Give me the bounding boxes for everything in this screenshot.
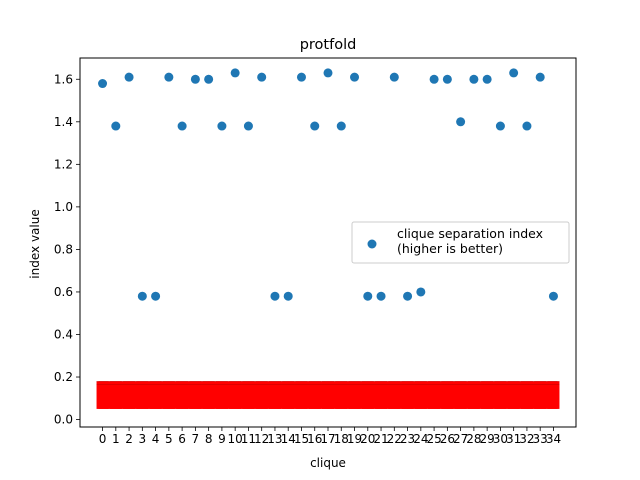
data-point-23 xyxy=(403,291,413,301)
x-tick-label-19: 19 xyxy=(347,432,362,446)
data-point-1 xyxy=(111,121,121,131)
x-tick-label-21: 21 xyxy=(373,432,388,446)
x-tick-label-4: 4 xyxy=(152,432,160,446)
y-tick-label-8: 1.6 xyxy=(54,72,73,86)
data-point-16 xyxy=(310,121,320,131)
y-tick-label-2: 0.4 xyxy=(54,327,73,341)
chart-title: protfold xyxy=(300,37,357,53)
x-tick-label-31: 31 xyxy=(506,432,521,446)
legend-label-line-0: clique separation index xyxy=(397,226,543,241)
data-point-2 xyxy=(124,72,134,82)
plot-area: 0 1 2 3 4 5 6 7 8 9 101112131415161718192021222324… xyxy=(54,57,577,446)
data-point-3 xyxy=(137,291,147,301)
data-point-9 xyxy=(217,121,227,131)
data-point-15 xyxy=(296,72,306,82)
x-tick-label-0: 0 xyxy=(99,432,107,446)
x-tick-label-24: 24 xyxy=(413,432,428,446)
data-point-27 xyxy=(456,117,466,127)
x-tick-label-10: 10 xyxy=(228,432,243,446)
y-tick-label-6: 1.2 xyxy=(54,157,73,171)
data-point-6 xyxy=(177,121,187,131)
x-tick-label-25: 25 xyxy=(426,432,441,446)
y-tick-label-1: 0.2 xyxy=(54,370,73,384)
data-point-13 xyxy=(270,291,280,301)
data-point-22 xyxy=(389,72,399,82)
x-tick-label-23: 23 xyxy=(400,432,415,446)
y-tick-label-0: 0.0 xyxy=(54,413,73,427)
x-tick-label-17: 17 xyxy=(320,432,335,446)
legend-marker xyxy=(367,239,377,249)
legend: clique separation index(higher is better… xyxy=(351,221,570,264)
data-point-31 xyxy=(509,68,519,78)
x-tick-label-16: 16 xyxy=(307,432,322,446)
data-point-5 xyxy=(164,72,174,82)
x-tick-label-11: 11 xyxy=(241,432,256,446)
x-tick-label-18: 18 xyxy=(334,432,349,446)
x-tick-label-30: 30 xyxy=(493,432,508,446)
data-point-11 xyxy=(243,121,253,131)
x-axis-label: clique xyxy=(310,456,346,470)
y-tick-label-7: 1.4 xyxy=(54,115,73,129)
x-tick-label-32: 32 xyxy=(519,432,534,446)
data-point-32 xyxy=(522,121,532,131)
x-tick-label-9: 9 xyxy=(218,432,226,446)
x-tick-label-34: 34 xyxy=(546,432,561,446)
red-band-series xyxy=(96,381,560,409)
x-tick-label-33: 33 xyxy=(533,432,548,446)
data-point-12 xyxy=(257,72,267,82)
data-point-24 xyxy=(416,287,426,297)
x-tick-label-7: 7 xyxy=(192,432,200,446)
x-tick-label-8: 8 xyxy=(205,432,213,446)
data-point-10 xyxy=(230,68,240,78)
y-tick-label-4: 0.8 xyxy=(54,242,73,256)
data-point-21 xyxy=(376,291,386,301)
x-tick-label-15: 15 xyxy=(294,432,309,446)
data-point-8 xyxy=(204,74,214,84)
y-tick-label-5: 1.0 xyxy=(54,200,73,214)
data-point-28 xyxy=(469,74,479,84)
data-point-7 xyxy=(190,74,200,84)
x-tick-label-14: 14 xyxy=(281,432,296,446)
series-points xyxy=(98,68,558,301)
x-tick-label-22: 22 xyxy=(387,432,402,446)
data-point-30 xyxy=(495,121,505,131)
y-tick-label-3: 0.6 xyxy=(54,285,73,299)
data-point-25 xyxy=(429,74,439,84)
x-tick-label-20: 20 xyxy=(360,432,375,446)
legend-box xyxy=(351,221,570,264)
data-point-29 xyxy=(482,74,492,84)
x-tick-label-28: 28 xyxy=(466,432,481,446)
data-point-33 xyxy=(535,72,545,82)
data-point-17 xyxy=(323,68,333,78)
legend-label-line-1: (higher is better) xyxy=(397,241,503,256)
x-tick-label-5: 5 xyxy=(165,432,173,446)
data-point-14 xyxy=(283,291,293,301)
red-band-fill xyxy=(98,381,558,409)
x-tick-label-29: 29 xyxy=(480,432,495,446)
x-tick-label-12: 12 xyxy=(254,432,269,446)
y-axis-label: index value xyxy=(28,209,42,278)
x-tick-label-6: 6 xyxy=(178,432,186,446)
data-point-26 xyxy=(442,74,452,84)
x-tick-label-26: 26 xyxy=(440,432,455,446)
data-point-4 xyxy=(151,291,161,301)
x-tick-label-3: 3 xyxy=(139,432,147,446)
x-tick-label-1: 1 xyxy=(112,432,120,446)
x-tick-label-27: 27 xyxy=(453,432,468,446)
x-tick-label-13: 13 xyxy=(267,432,282,446)
data-point-0 xyxy=(98,79,108,89)
data-point-34 xyxy=(548,291,558,301)
data-point-20 xyxy=(363,291,373,301)
x-tick-label-2: 2 xyxy=(125,432,133,446)
data-point-18 xyxy=(336,121,346,131)
data-point-19 xyxy=(350,72,360,82)
